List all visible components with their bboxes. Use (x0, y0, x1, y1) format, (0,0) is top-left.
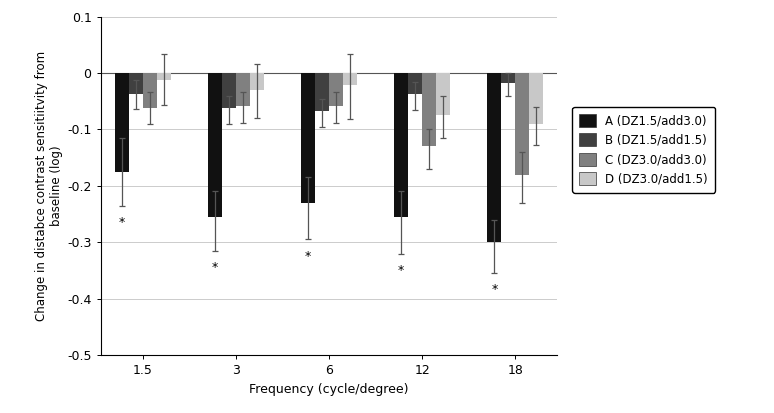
Bar (394, 73, 408, 217)
Bar (207, 73, 222, 217)
X-axis label: Frequency (cycle/degree): Frequency (cycle/degree) (249, 383, 409, 396)
Bar (315, 73, 329, 112)
Text: *: * (305, 249, 311, 263)
Text: *: * (491, 283, 498, 297)
Bar (408, 73, 422, 95)
Bar (329, 73, 343, 106)
Text: *: * (398, 264, 404, 277)
Bar (142, 73, 156, 108)
Bar (436, 73, 450, 115)
Bar (343, 73, 357, 85)
Bar (128, 73, 142, 95)
Text: *: * (118, 216, 125, 229)
Bar (250, 73, 264, 90)
Bar (236, 73, 250, 106)
Text: *: * (211, 261, 218, 274)
Bar (156, 73, 170, 80)
Y-axis label: Change in distabce contrast sensitiitvity from
baseline (log): Change in distabce contrast sensitiitvit… (35, 51, 63, 321)
Bar (222, 73, 236, 108)
Bar (301, 73, 315, 203)
Bar (502, 73, 515, 83)
Bar (529, 73, 543, 124)
Bar (115, 73, 128, 172)
Bar (422, 73, 436, 146)
Bar (515, 73, 529, 175)
Legend: A (DZ1.5/add3.0), B (DZ1.5/add1.5), C (DZ3.0/add3.0), D (DZ3.0/add1.5): A (DZ1.5/add3.0), B (DZ1.5/add1.5), C (D… (572, 107, 715, 192)
Bar (488, 73, 502, 242)
